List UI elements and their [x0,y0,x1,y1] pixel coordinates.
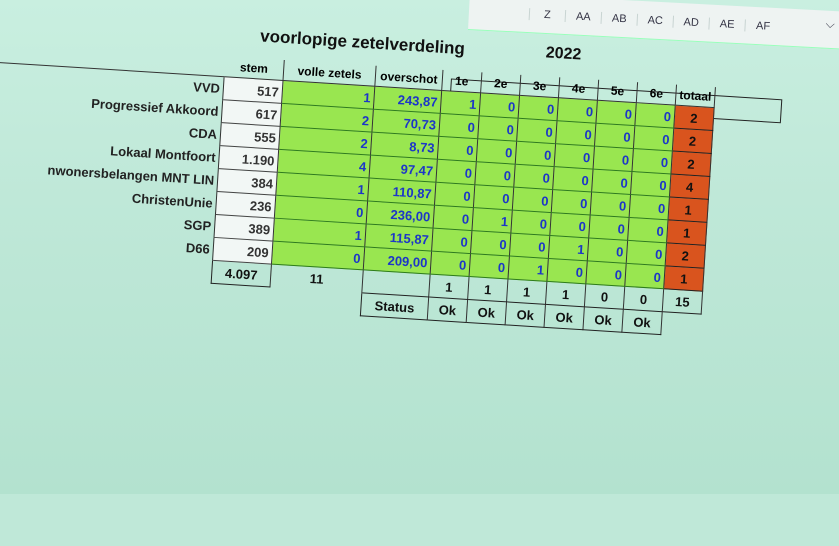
round-cell[interactable]: 0 [431,228,472,254]
round-cell[interactable]: 0 [516,118,558,144]
round-cell[interactable]: 0 [590,192,631,218]
totaal-cell[interactable]: 4 [669,173,710,200]
round-cell[interactable]: 0 [469,253,510,279]
round-cell[interactable]: 0 [591,169,632,195]
column-header[interactable]: AF [744,18,781,33]
empty-cell [210,283,270,310]
total-round-cell[interactable]: 1 [506,278,547,305]
round-cell[interactable]: 0 [595,100,637,126]
round-cell[interactable]: 0 [594,123,635,149]
empty-cell [269,287,362,316]
column-header[interactable]: AB [600,11,638,26]
round-cell[interactable]: 0 [515,141,556,167]
status-cell[interactable]: Ok [505,301,546,328]
status-cell[interactable]: Ok [427,297,468,323]
total-totaal-cell[interactable]: 15 [662,288,703,315]
totaal-cell[interactable]: 1 [663,265,705,292]
round-cell[interactable]: 0 [626,240,667,266]
round-cell[interactable]: 0 [630,171,671,197]
round-cell[interactable]: 0 [510,210,552,236]
status-cell[interactable]: Ok [582,306,624,333]
round-cell[interactable]: 0 [513,164,555,190]
round-cell[interactable]: 0 [585,260,627,287]
totaal-cell[interactable]: 2 [672,128,713,154]
header-round[interactable]: 4e [558,77,599,101]
header-round[interactable]: 6e [636,82,677,106]
total-round-cell[interactable]: 1 [467,276,508,302]
seat-table: stem volle zetels overschot 1e 2e 3e 4e … [0,41,716,338]
round-cell[interactable]: 0 [587,237,628,264]
round-cell[interactable]: 0 [476,138,517,165]
round-cell[interactable]: 0 [518,95,559,121]
round-cell[interactable]: 0 [624,263,666,289]
round-cell[interactable]: 0 [546,258,588,284]
round-cell[interactable]: 1 [507,255,549,282]
status-cell[interactable]: Ok [544,304,585,330]
round-cell[interactable]: 0 [552,166,594,193]
status-label[interactable]: Status [360,292,429,320]
totaal-cell[interactable]: 2 [670,151,712,177]
round-cell[interactable]: 0 [549,212,591,238]
round-cell[interactable]: 0 [634,102,676,129]
round-cell[interactable]: 0 [629,194,670,220]
spreadsheet-area: Z AA AB AC AD AE AF ⌵ voorlopige zetelve… [0,0,839,494]
header-round[interactable]: 5e [597,79,638,103]
round-cell[interactable]: 0 [474,161,516,188]
round-cell[interactable]: 0 [588,214,630,241]
header-totaal[interactable]: totaal [675,84,716,108]
round-cell[interactable]: 0 [470,230,511,256]
totaal-cell[interactable]: 2 [665,242,706,269]
round-cell[interactable]: 0 [438,113,480,139]
status-cell[interactable]: Ok [621,309,663,335]
status-cell[interactable]: Ok [466,299,507,325]
round-cell[interactable]: 0 [627,217,669,243]
sheet-year: 2022 [545,44,582,64]
round-cell[interactable]: 0 [633,125,674,152]
column-header[interactable]: AD [672,15,710,30]
totaal-cell[interactable]: 1 [668,196,709,223]
total-round-cell[interactable]: 1 [545,281,586,307]
round-cell[interactable]: 0 [479,92,520,119]
round-cell[interactable]: 0 [512,187,553,213]
empty-cell [661,312,701,337]
round-cell[interactable]: 0 [437,136,478,162]
round-cell[interactable]: 0 [631,148,673,174]
header-round[interactable]: 2e [480,72,521,96]
column-header[interactable]: AC [636,13,674,28]
round-cell[interactable]: 0 [593,146,634,172]
round-cell[interactable]: 0 [557,97,598,124]
column-header[interactable]: AA [564,9,602,24]
round-cell[interactable]: 1 [548,235,589,261]
header-round[interactable]: 1e [441,69,482,93]
round-cell[interactable]: 0 [430,251,471,277]
total-round-cell[interactable]: 0 [623,286,664,312]
column-header[interactable]: Z [528,7,566,22]
column-header[interactable]: AE [708,17,745,31]
totaal-cell[interactable]: 2 [673,105,715,131]
header-round[interactable]: 3e [519,74,560,98]
round-cell[interactable]: 0 [473,184,514,211]
round-cell[interactable]: 1 [440,90,481,116]
total-round-cell[interactable]: 0 [584,283,625,310]
round-cell[interactable]: 1 [471,207,513,234]
total-round-cell[interactable]: 1 [428,274,470,300]
round-cell[interactable]: 0 [435,159,477,185]
round-cell[interactable]: 0 [554,143,595,170]
sheet-title: voorlopige zetelverdeling [259,26,466,59]
round-cell[interactable]: 0 [509,233,550,259]
round-cell[interactable]: 0 [434,182,475,208]
totaal-cell[interactable]: 1 [666,219,707,246]
round-cell[interactable]: 0 [433,205,474,231]
round-cell[interactable]: 0 [477,115,519,142]
round-cell[interactable]: 0 [551,189,592,215]
round-cell[interactable]: 0 [555,120,596,147]
chevron-down-icon[interactable]: ⌵ [825,16,836,32]
